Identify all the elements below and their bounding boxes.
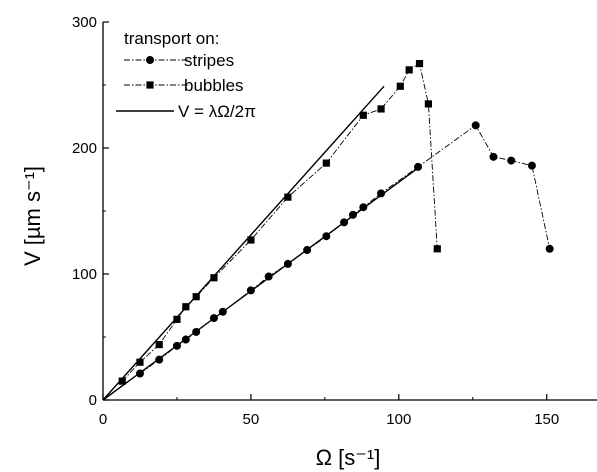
stripes-line — [139, 124, 551, 374]
fit-line — [102, 166, 420, 401]
stripes-point — [527, 161, 536, 170]
data-series — [118, 59, 554, 385]
bubbles-point — [118, 377, 126, 385]
bubbles-point — [415, 59, 424, 68]
bubbles-point — [155, 340, 163, 349]
stripes-point — [209, 314, 218, 323]
stripes-point — [471, 121, 480, 130]
y-axis-label: V [µm s⁻¹] — [20, 166, 45, 266]
legend-label: stripes — [184, 51, 234, 70]
bubbles-point — [359, 111, 367, 119]
stripes-point — [135, 369, 144, 378]
bubbles-point — [192, 293, 200, 301]
bubbles-point — [322, 159, 330, 167]
x-tick-label: 50 — [243, 411, 260, 428]
bubbles-point — [377, 105, 385, 113]
x-tick-label: 150 — [534, 411, 559, 428]
bubbles-point — [247, 236, 255, 244]
stripes-point — [155, 355, 164, 364]
stripes-point — [340, 218, 349, 227]
stripes-point — [172, 341, 181, 350]
stripes-point — [414, 162, 423, 171]
y-tick-label: 100 — [72, 266, 97, 283]
bubbles-point — [284, 193, 292, 201]
bubbles-point — [424, 100, 432, 108]
stripes-point — [283, 259, 292, 268]
stripes-point — [545, 244, 554, 253]
stripes-point — [246, 286, 255, 295]
y-tick-label: 200 — [72, 140, 97, 157]
x-axis-label: Ω [s⁻¹] — [316, 445, 381, 470]
stripes-point — [264, 272, 273, 281]
stripes-point — [218, 307, 227, 316]
stripes-point — [348, 210, 357, 219]
legend-marker-circle — [146, 56, 154, 64]
stripes-point — [322, 232, 331, 241]
bubbles-point — [182, 303, 190, 311]
x-tick-label: 100 — [386, 411, 411, 428]
legend-title: transport on: — [124, 29, 219, 48]
bubbles-point — [173, 315, 181, 323]
y-tick-label: 300 — [72, 14, 97, 31]
legend-marker-square — [146, 81, 154, 89]
bubbles-point — [136, 358, 144, 366]
fit-line — [102, 85, 385, 401]
stripes-point — [377, 189, 386, 198]
legend: transport on: stripes bubbles V = λΩ/2π — [116, 29, 256, 121]
bubbles-point — [210, 274, 218, 282]
stripes-point — [181, 335, 190, 344]
stripes-point — [359, 203, 368, 212]
bubbles-point — [396, 82, 404, 90]
legend-label: V = λΩ/2π — [178, 102, 256, 121]
legend-label: bubbles — [184, 76, 244, 95]
bubbles-point — [433, 245, 441, 253]
stripes-point — [303, 246, 312, 255]
y-tick-label: 0 — [89, 392, 97, 409]
x-tick-label: 0 — [99, 411, 107, 428]
axes: 0 50 100 150 0 100 200 300 Ω [s⁻¹] V [µm s⁻¹] — [20, 14, 597, 470]
bubbles-point — [405, 66, 413, 74]
stripes-point — [192, 327, 201, 336]
stripes-point — [489, 152, 498, 161]
stripes-point — [507, 156, 516, 165]
